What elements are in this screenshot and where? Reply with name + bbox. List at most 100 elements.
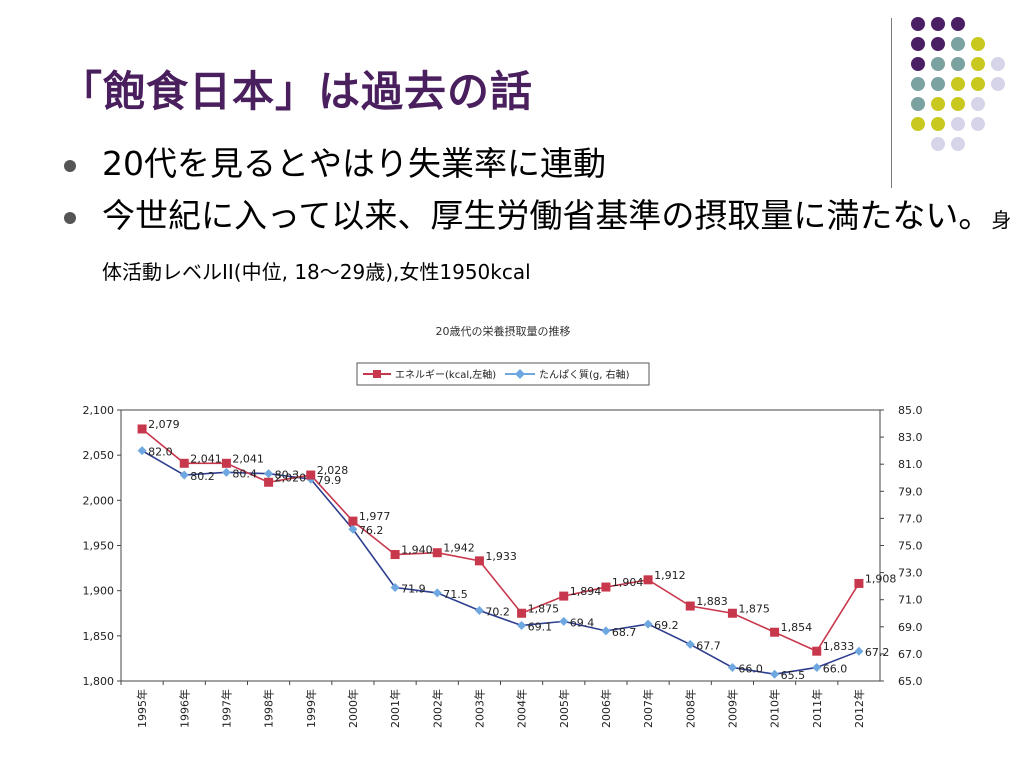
decorative-dot: [911, 37, 925, 51]
protein-data-label: 79.9: [317, 474, 342, 487]
x-axis-tick-label: 1999年: [304, 689, 318, 728]
legend-energy-marker: [373, 370, 381, 378]
left-axis-tick-label: 2,000: [83, 494, 115, 507]
x-axis-tick-label: 2002年: [430, 689, 444, 728]
left-axis-tick-label: 1,850: [83, 630, 115, 643]
bullet-item-1: 20代を見るとやはり失業率に連動: [62, 140, 1012, 188]
energy-point: [727, 608, 737, 618]
bullet-list: 20代を見るとやはり失業率に連動 今世紀に入って以来、厚生労働省基準の摂取量に満…: [62, 140, 1012, 296]
decorative-dot: [931, 57, 945, 71]
x-axis-tick-label: 2008年: [683, 689, 697, 728]
energy-point: [348, 516, 358, 526]
energy-data-label: 2,079: [148, 418, 180, 431]
slide-title: 「飽食日本」は過去の話: [60, 67, 534, 116]
decorative-dot: [911, 77, 925, 91]
x-axis-tick-label: 2007年: [641, 689, 655, 728]
x-axis-tick-label: 2005年: [557, 689, 571, 728]
chart-legend-box: [356, 362, 650, 386]
decorative-dot: [931, 117, 945, 131]
energy-point: [137, 424, 147, 434]
bullet-icon: [64, 212, 76, 224]
protein-data-label: 68.7: [612, 626, 637, 639]
legend-energy-label: エネルギー(kcal,左軸): [395, 368, 496, 381]
energy-point: [643, 575, 653, 585]
decorative-dot: [971, 117, 985, 131]
protein-point: [264, 469, 274, 479]
plot-area-frame: [120, 409, 881, 682]
protein-point: [685, 639, 695, 649]
right-axis-tick-label: 79.0: [898, 485, 923, 498]
protein-data-label: 69.4: [570, 616, 595, 629]
bullet-icon: [64, 160, 76, 172]
energy-point: [559, 591, 569, 601]
energy-point: [812, 646, 822, 656]
decorative-dot: [971, 97, 985, 111]
right-axis-tick-label: 85.0: [898, 404, 923, 417]
x-axis-tick-label: 1997年: [219, 689, 233, 728]
energy-point: [221, 458, 231, 468]
bullet-note-2: 身体活動レベルII(中位, 18〜29歳),女性1950kcal: [102, 208, 1012, 284]
decorative-dot: [931, 17, 945, 31]
legend-protein-label: たんぱく質(g, 右軸): [539, 368, 630, 381]
energy-data-label: 2,028: [317, 464, 349, 477]
bullet-text-2: 今世紀に入って以来、厚生労働省基準の摂取量に満たない。: [102, 196, 992, 235]
protein-data-label: 80.2: [190, 470, 215, 483]
decorative-dot: [951, 17, 965, 31]
protein-data-label: 71.5: [443, 588, 468, 601]
x-axis-tick-label: 2000年: [346, 689, 360, 728]
x-axis-tick-label: 2004年: [515, 689, 529, 728]
x-axis-tick-label: 2001年: [388, 689, 402, 728]
x-axis-tick-label: 1998年: [262, 689, 276, 728]
protein-point: [770, 669, 780, 679]
left-axis-tick-label: 1,950: [83, 540, 115, 553]
protein-data-label: 70.2: [485, 606, 510, 619]
right-axis-tick-label: 65.0: [898, 675, 923, 688]
decorative-dot: [951, 57, 965, 71]
protein-series-line: [141, 449, 860, 676]
decorative-dot: [971, 37, 985, 51]
right-axis-tick-label: 67.0: [898, 648, 923, 661]
bullet-item-2: 今世紀に入って以来、厚生労働省基準の摂取量に満たない。身体活動レベルII(中位,…: [62, 192, 1012, 296]
energy-point: [517, 608, 527, 618]
energy-data-label: 2,041: [190, 452, 222, 465]
left-axis-tick-label: 2,100: [83, 404, 115, 417]
x-axis-tick-label: 2003年: [472, 689, 486, 728]
energy-point: [390, 550, 400, 560]
protein-point: [727, 662, 737, 672]
left-axis-tick-label: 1,800: [83, 675, 115, 688]
protein-data-label: 80.4: [232, 467, 257, 480]
protein-data-label: 67.7: [696, 639, 721, 652]
x-axis-tick-label: 2010年: [768, 689, 782, 728]
energy-series-line: [141, 428, 860, 653]
x-axis-tick-label: 1996年: [177, 689, 191, 728]
energy-data-label: 1,940: [401, 544, 433, 557]
decorative-dot: [991, 77, 1005, 91]
protein-point: [854, 646, 864, 656]
right-axis-tick-label: 73.0: [898, 567, 923, 580]
decorative-dot: [951, 97, 965, 111]
energy-data-label: 2,041: [232, 452, 264, 465]
protein-data-label: 65.5: [781, 669, 806, 682]
energy-point: [770, 627, 780, 637]
energy-point: [601, 582, 611, 592]
left-axis-tick-label: 1,900: [83, 585, 115, 598]
x-axis-tick-label: 1995年: [135, 689, 149, 728]
protein-point: [474, 606, 484, 616]
energy-data-label: 1,894: [570, 585, 602, 598]
energy-point: [179, 458, 189, 468]
decorative-dot: [951, 77, 965, 91]
protein-point: [221, 467, 231, 477]
decorative-dot: [931, 77, 945, 91]
energy-data-label: 1,977: [359, 510, 391, 523]
protein-point: [517, 620, 527, 630]
energy-point: [264, 477, 274, 487]
energy-data-label: 1,833: [823, 640, 855, 653]
decorative-dot: [971, 57, 985, 71]
right-axis-tick-label: 77.0: [898, 512, 923, 525]
energy-point: [432, 548, 442, 558]
energy-data-label: 1,908: [865, 572, 897, 585]
x-axis-tick-label: 2012年: [852, 689, 866, 728]
decorative-dot: [951, 37, 965, 51]
decorative-dot: [971, 77, 985, 91]
